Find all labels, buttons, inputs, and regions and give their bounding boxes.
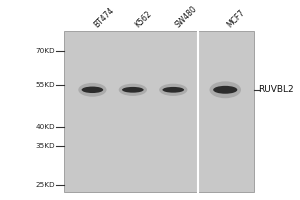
Ellipse shape	[82, 87, 103, 93]
Ellipse shape	[122, 87, 144, 93]
Text: K562: K562	[133, 9, 153, 29]
FancyBboxPatch shape	[64, 31, 254, 192]
Ellipse shape	[163, 87, 184, 93]
Text: 70KD: 70KD	[35, 48, 55, 54]
Ellipse shape	[119, 84, 147, 96]
Ellipse shape	[159, 84, 188, 96]
Text: 25KD: 25KD	[35, 182, 55, 188]
Ellipse shape	[213, 86, 237, 94]
Ellipse shape	[209, 81, 241, 98]
Text: SW480: SW480	[173, 4, 199, 29]
Text: BT474: BT474	[92, 6, 116, 29]
Ellipse shape	[78, 83, 106, 97]
Text: 40KD: 40KD	[35, 124, 55, 130]
Text: MCF7: MCF7	[225, 8, 247, 29]
Text: 55KD: 55KD	[35, 82, 55, 88]
Text: 35KD: 35KD	[35, 143, 55, 149]
Text: RUVBL2: RUVBL2	[259, 85, 294, 94]
